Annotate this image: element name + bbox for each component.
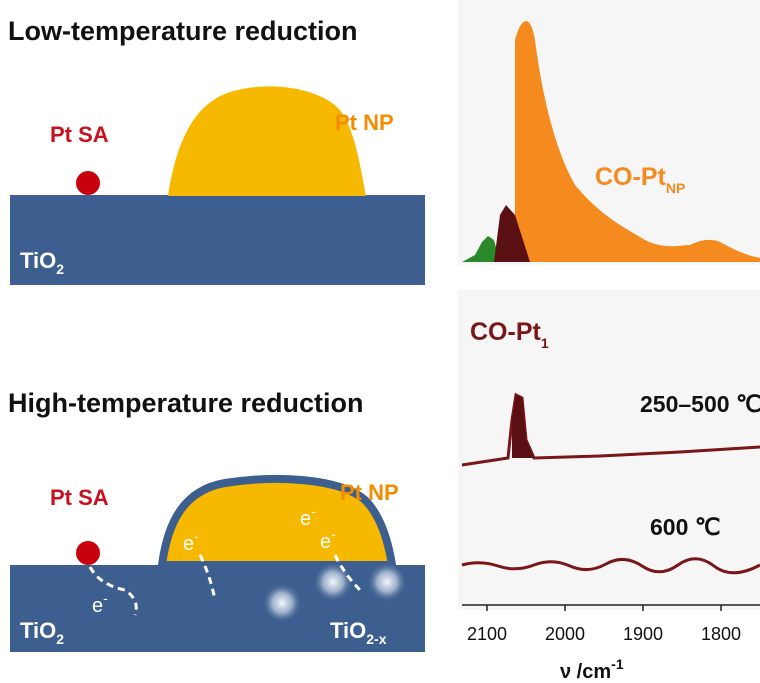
support-slab	[10, 195, 425, 285]
x-ticks: 2100 2000 1900 1800	[467, 605, 741, 644]
pt-np-label: Pt NP	[335, 110, 394, 135]
temperature-label: 250–500 ℃	[640, 391, 760, 417]
figure: Low-temperature reduction Pt SA Pt NP Ti…	[0, 0, 760, 683]
pt-sa-label: Pt SA	[50, 122, 109, 147]
x-axis-label: ν /cm-1	[560, 656, 624, 683]
top-title: Low-temperature reduction	[8, 16, 358, 46]
oxygen-vacancy	[313, 562, 353, 602]
x-tick-label: 1900	[623, 624, 663, 644]
pt-np-label: Pt NP	[340, 480, 399, 505]
pt-sa-label: Pt SA	[50, 485, 109, 510]
pt-single-atom	[76, 541, 100, 565]
pt-nanoparticle	[168, 86, 366, 196]
x-tick-label: 2000	[545, 624, 585, 644]
oxygen-vacancy	[262, 583, 302, 623]
x-tick-label: 2100	[467, 624, 507, 644]
oxygen-vacancy	[367, 562, 407, 602]
bottom-title: High-temperature reduction	[8, 388, 364, 418]
x-tick-label: 1800	[701, 624, 741, 644]
temperature-label: 600 ℃	[650, 514, 721, 540]
pt-single-atom	[76, 171, 100, 195]
